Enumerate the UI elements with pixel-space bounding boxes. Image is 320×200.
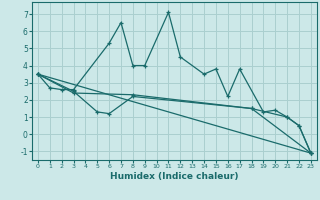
X-axis label: Humidex (Indice chaleur): Humidex (Indice chaleur) [110,172,239,181]
